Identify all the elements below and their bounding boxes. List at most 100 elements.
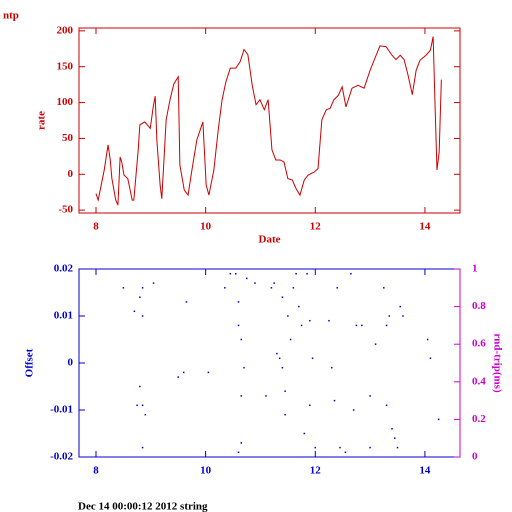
offset-point [429, 357, 432, 360]
y-tick-label: 0 [68, 168, 74, 180]
offset-point [122, 287, 125, 289]
offset-point [309, 404, 311, 407]
offset-point [311, 357, 314, 360]
offset-point [141, 446, 144, 449]
offset-point [177, 376, 179, 378]
x-tick-label: 8 [93, 221, 99, 233]
offset-point [437, 418, 440, 421]
offset-point [339, 446, 341, 449]
y-tick-label: -0.02 [50, 451, 73, 463]
offset-point [399, 305, 401, 308]
offset-point [240, 395, 243, 397]
y-tick-label: 0.01 [54, 310, 73, 322]
y-axis-label: rate [36, 111, 48, 130]
offset-point [237, 301, 240, 303]
offset-point [298, 305, 300, 308]
offset-point [243, 366, 245, 369]
footer: Dec 14 00:00:12 2012 string [78, 501, 208, 512]
offset-point [284, 390, 286, 392]
x-tick-label: 10 [200, 465, 212, 477]
offset-point [330, 366, 333, 369]
offset-point [369, 446, 371, 449]
offset-point [139, 385, 141, 388]
offset-point [229, 272, 232, 275]
offset-point [361, 324, 363, 327]
y-axis-label: Offset [24, 348, 36, 377]
offset-point [306, 272, 308, 275]
offset-point [235, 272, 237, 275]
y-tick-label: -0.01 [50, 404, 73, 416]
offset-point [182, 371, 185, 374]
offset-point [336, 287, 338, 289]
y2-tick-label: 0.8 [472, 300, 486, 312]
offset-point [224, 287, 226, 289]
offset-point [207, 371, 210, 374]
x-tick-label: 12 [310, 465, 322, 477]
y-tick-label: 50 [62, 132, 74, 144]
y-tick-label: 0.02 [54, 263, 74, 275]
offset-point [144, 413, 147, 416]
offset-point [139, 296, 141, 298]
y2-tick-label: 1 [472, 263, 478, 275]
offset-point [374, 343, 377, 345]
offset-point [237, 324, 240, 327]
offset-point [133, 310, 136, 313]
offset-point [344, 451, 347, 454]
offset-point [295, 272, 297, 275]
offset-point [309, 319, 311, 322]
offset-point [136, 404, 138, 407]
y2-tick-label: 0.6 [472, 338, 486, 350]
offset-point [292, 287, 295, 289]
plot-frame [78, 27, 461, 214]
offset-point [278, 357, 281, 360]
offset-point [276, 352, 278, 355]
offset-point [284, 413, 286, 416]
offset-point [265, 395, 267, 397]
offset-point [185, 301, 188, 303]
offset-point [314, 446, 317, 449]
x-tick-label: 14 [419, 465, 431, 477]
offset-point [355, 324, 358, 327]
offset-point [396, 446, 399, 449]
offset-point [352, 409, 355, 411]
offset-point [402, 315, 404, 317]
offset-point [385, 404, 388, 407]
offset-point [369, 395, 371, 397]
y2-tick-label: 0 [472, 451, 478, 463]
y-tick-label: 200 [57, 24, 74, 36]
x-tick-label: 12 [310, 221, 322, 233]
y2-tick-label: 0.2 [472, 413, 486, 425]
y-tick-label: -50 [58, 204, 73, 216]
offset-point [141, 404, 144, 407]
offset-point [394, 437, 396, 439]
offset-point [245, 277, 248, 280]
offset-point [141, 315, 144, 317]
offset-point [281, 366, 284, 369]
offset-point [270, 287, 273, 289]
offset-point [426, 338, 429, 341]
x-tick-label: 8 [93, 465, 99, 477]
offset-point [391, 428, 393, 430]
offset-point [300, 324, 303, 327]
y-tick-label: 150 [57, 60, 74, 72]
offset-point [388, 315, 391, 317]
offset-point [281, 296, 284, 298]
x-tick-label: 14 [419, 221, 431, 233]
y2-tick-label: 0.4 [472, 375, 486, 387]
offset-point [289, 338, 292, 341]
offset-point [350, 272, 352, 275]
offset-point [328, 319, 330, 322]
y-tick-label: 100 [57, 96, 74, 108]
offset-point [303, 432, 306, 435]
offset-point [141, 287, 144, 289]
y-tick-label: 0 [68, 357, 74, 369]
x-tick-label: 10 [200, 221, 212, 233]
offset-point [237, 451, 240, 454]
offset-point [333, 399, 336, 402]
chart-title: ntp [3, 10, 19, 22]
offset-point [240, 442, 243, 444]
plot-frame [78, 268, 461, 458]
offset-point [385, 324, 388, 327]
